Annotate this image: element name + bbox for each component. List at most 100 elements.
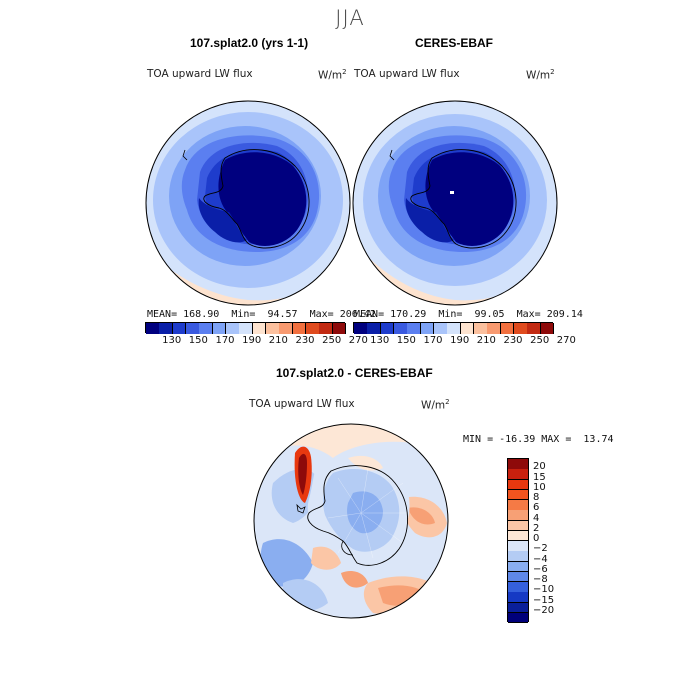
colorbar-swatch: [508, 582, 528, 593]
colorbar-tick-label: 250: [322, 335, 342, 346]
colorbar-tick-label: 270: [348, 335, 368, 346]
left-colorbar: [145, 322, 347, 334]
right-panel-title: CERES-EBAF: [415, 36, 494, 50]
colorbar-tick-label: 20: [533, 461, 546, 473]
colorbar-swatch: [508, 612, 528, 624]
left-panel-title: 107.splat2.0 (yrs 1-1): [190, 36, 309, 50]
left-min-value: 94.57: [267, 309, 298, 320]
colorbar-tick-label: −2: [533, 543, 548, 555]
colorbar-swatch: [306, 323, 320, 334]
colorbar-tick-label: 210: [268, 335, 288, 346]
colorbar-swatch: [474, 323, 488, 334]
colorbar-tick-label: −10: [533, 584, 555, 596]
colorbar-swatch: [319, 323, 333, 334]
colorbar-swatch: [508, 530, 528, 542]
colorbar-swatch: [508, 459, 528, 470]
colorbar-swatch: [212, 323, 227, 334]
colorbar-swatch: [527, 323, 541, 334]
right-colorbar-ticks: 130 150 170 190 210 230 250 270: [353, 335, 576, 347]
colorbar-swatch: [508, 479, 528, 491]
left-units-label: W/m2: [318, 68, 347, 82]
right-min-value: 99.05: [474, 309, 505, 320]
colorbar-tick-label: 15: [533, 471, 546, 483]
colorbar-tick-label: −20: [533, 604, 555, 616]
colorbar-tick-label: 8: [533, 492, 540, 503]
colorbar-swatch: [540, 323, 555, 334]
right-units-label: W/m2: [526, 68, 555, 82]
colorbar-swatch: [508, 602, 528, 614]
colorbar-tick-label: −8: [533, 574, 548, 585]
left-polar-map: [145, 100, 351, 306]
season-title: JJA: [335, 6, 365, 30]
left-mean-value: 168.90: [183, 309, 220, 320]
colorbar-swatch: [239, 323, 253, 334]
colorbar-tick-label: 270: [556, 335, 576, 346]
colorbar-swatch: [266, 323, 280, 334]
diff-minmax: MIN = -16.39 MAX = 13.74: [463, 434, 614, 445]
colorbar-tick-label: 230: [295, 335, 315, 346]
colorbar-tick-label: 4: [533, 512, 540, 524]
colorbar-swatch: [514, 323, 528, 334]
colorbar-tick-label: 170: [215, 335, 235, 346]
colorbar-swatch: [252, 323, 267, 334]
colorbar-swatch: [447, 323, 461, 334]
colorbar-tick-label: 150: [188, 335, 208, 346]
colorbar-swatch: [508, 561, 528, 573]
colorbar-tick-label: 130: [370, 335, 390, 346]
colorbar-swatch: [434, 323, 448, 334]
colorbar-swatch: [407, 323, 421, 334]
colorbar-tick-label: 190: [242, 335, 262, 346]
diff-colorbar-ticks: 20 15 10 8 6 4 2 0 −2 −4 −6 −8 −10 −15 −20: [533, 458, 573, 622]
colorbar-swatch: [279, 323, 293, 334]
colorbar-tick-label: −15: [533, 594, 555, 606]
right-stats: MEAN= 170.29 Min= 99.05 Max= 209.14: [354, 309, 583, 320]
colorbar-swatch: [420, 323, 435, 334]
colorbar-tick-label: −6: [533, 563, 548, 575]
left-field-label: TOA upward LW flux: [147, 68, 253, 80]
colorbar-tick-label: 6: [533, 502, 540, 514]
right-mean-value: 170.29: [390, 309, 427, 320]
colorbar-swatch: [226, 323, 240, 334]
colorbar-tick-label: 10: [533, 481, 546, 493]
colorbar-swatch: [199, 323, 213, 334]
colorbar-tick-label: 0: [533, 533, 540, 544]
colorbar-tick-label: 250: [530, 335, 550, 346]
right-polar-map: [352, 100, 558, 306]
colorbar-swatch: [172, 323, 187, 334]
colorbar-swatch: [380, 323, 395, 334]
colorbar-swatch: [500, 323, 515, 334]
colorbar-swatch: [367, 323, 381, 334]
colorbar-swatch: [508, 571, 528, 583]
right-field-label: TOA upward LW flux: [354, 68, 460, 80]
colorbar-swatch: [508, 541, 528, 552]
colorbar-swatch: [487, 323, 501, 334]
diff-polar-map: [253, 423, 449, 619]
colorbar-swatch: [508, 510, 528, 521]
colorbar-tick-label: 190: [450, 335, 470, 346]
left-colorbar-ticks: 130 150 170 190 210 230 250 270: [145, 335, 368, 347]
colorbar-tick-label: 2: [533, 522, 540, 534]
colorbar-tick-label: 230: [503, 335, 523, 346]
right-max-value: 209.14: [546, 309, 583, 320]
left-stats: MEAN= 168.90 Min= 94.57 Max= 206.42: [147, 309, 376, 320]
colorbar-swatch: [354, 323, 368, 334]
diff-units-label: W/m2: [421, 398, 450, 412]
colorbar-swatch: [508, 489, 528, 501]
right-colorbar: [353, 322, 555, 334]
colorbar-tick-label: 170: [423, 335, 443, 346]
colorbar-swatch: [508, 520, 528, 532]
colorbar-swatch: [508, 500, 528, 511]
colorbar-swatch: [146, 323, 160, 334]
colorbar-swatch: [394, 323, 408, 334]
diff-panel-title: 107.splat2.0 - CERES-EBAF: [276, 366, 433, 380]
colorbar-swatch: [460, 323, 475, 334]
colorbar-swatch: [508, 469, 528, 480]
colorbar-swatch: [332, 323, 347, 334]
colorbar-swatch: [159, 323, 173, 334]
colorbar-swatch: [508, 551, 528, 562]
left-max-value: 206.42: [339, 309, 376, 320]
colorbar-tick-label: 150: [396, 335, 416, 346]
colorbar-tick-label: 210: [476, 335, 496, 346]
colorbar-swatch: [186, 323, 200, 334]
diff-colorbar: [507, 458, 529, 624]
